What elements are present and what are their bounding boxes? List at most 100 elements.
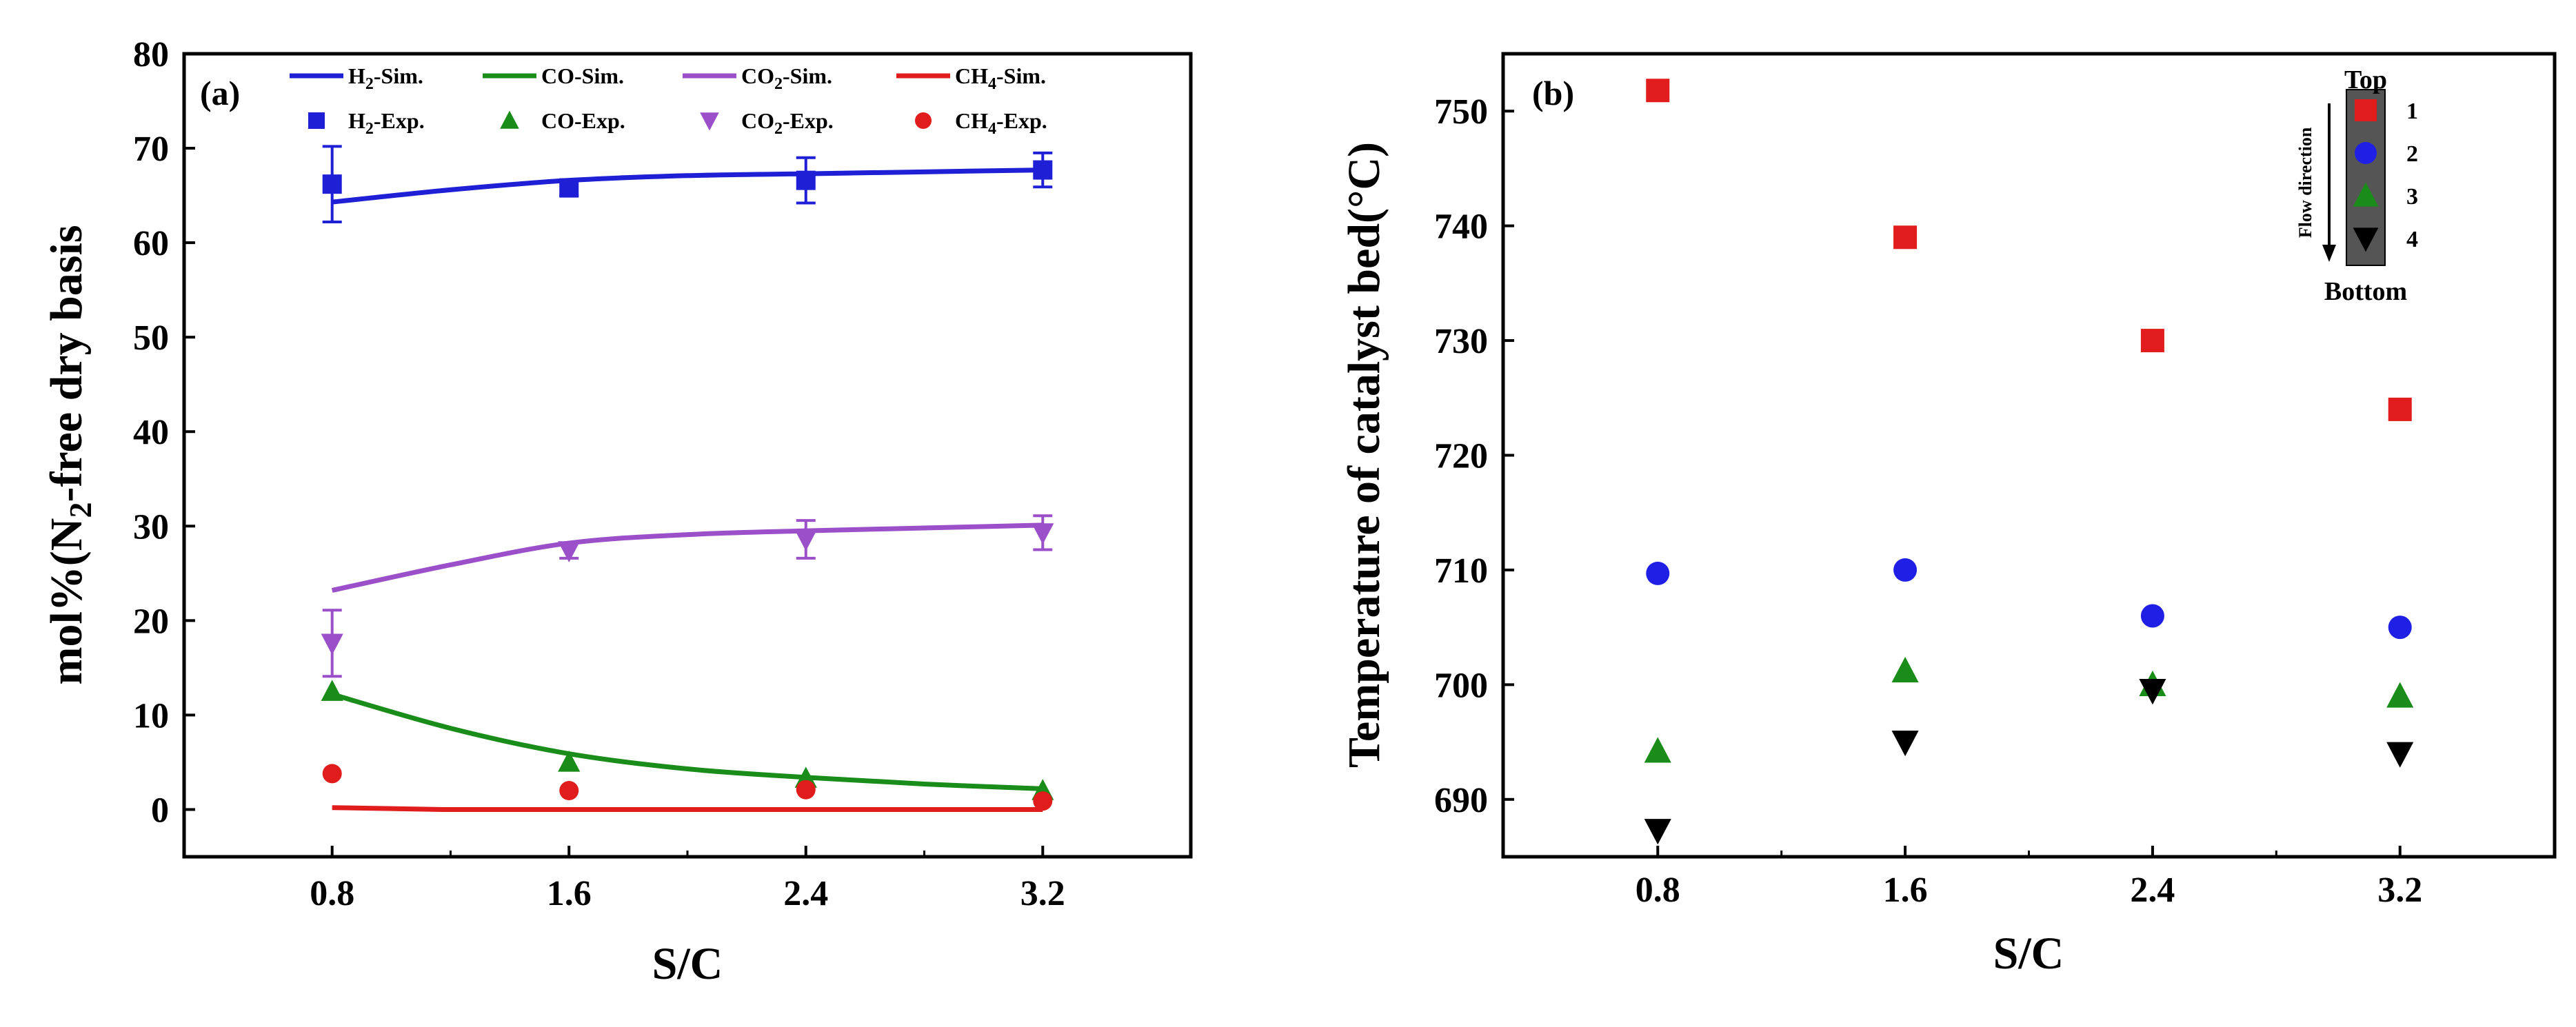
b-point-series-4 <box>2139 679 2166 705</box>
b-point-series-3 <box>1644 737 1671 763</box>
legend-marker-ch4-exp <box>915 112 932 129</box>
legend-label-co2-exp-part: 2 <box>774 120 783 138</box>
panel-b-ylabel: Temperature of catalyst bed(°C) <box>1339 142 1389 768</box>
b-legend-label-2: 2 <box>2406 141 2418 167</box>
a-point-h2-exp <box>322 174 342 194</box>
b-point-series-2 <box>1893 558 1918 582</box>
legend-label-co2-exp-part: -Exp. <box>783 108 834 133</box>
legend-label-h2-exp-part: -Exp. <box>374 108 425 133</box>
a-point-co2-exp <box>794 529 817 551</box>
a-line-ch4-sim <box>332 805 1043 813</box>
ylabel-subscript: 2 <box>63 502 98 518</box>
b-ytick-label: 750 <box>1434 92 1488 132</box>
panel-b-chart: 690 700 710 720 730 740 750 0.8 1.6 2.4 3.2 (b) S/… <box>1339 52 2557 979</box>
b-point-series-2 <box>1646 561 1670 585</box>
b-legend-label-1: 1 <box>2406 99 2418 124</box>
b-ytick-label: 730 <box>1434 322 1488 361</box>
b-legend-marker-4 <box>2353 227 2379 252</box>
a-point-co-exp <box>558 751 581 772</box>
panel-a-label: (a) <box>200 74 240 112</box>
ylabel-part-1: mol%(N <box>41 518 92 685</box>
legend-label-h2-exp-part: 2 <box>365 120 374 138</box>
b-xtick-label: 2.4 <box>2130 871 2175 910</box>
a-point-ch4-exp <box>559 781 579 801</box>
a-line-co2-sim <box>331 522 1043 593</box>
a-ytick-label: 70 <box>133 130 169 169</box>
inset-top-label: Top <box>2344 65 2387 94</box>
panel-a-chart: 0 10 20 30 40 50 60 70 80 0.8 1.6 2.4 3.2 (a) S/C mo… <box>41 35 1193 989</box>
legend-label-h2-sim-part: 2 <box>365 75 374 93</box>
b-point-series-3 <box>1891 656 1919 683</box>
b-legend-marker-3 <box>2353 182 2379 207</box>
legend-label-co2-sim-part: CO <box>741 63 774 88</box>
panel-b-label: (b) <box>1532 74 1574 112</box>
a-point-ch4-exp <box>796 780 816 800</box>
legend-label-h2-sim: H2-Sim. <box>348 63 423 93</box>
b-point-series-1 <box>1646 79 1670 103</box>
a-point-h2-exp <box>559 178 579 198</box>
b-point-series-4 <box>1644 819 1671 845</box>
panel-a-ylabel: mol%(N2-free dry basis <box>41 225 98 684</box>
legend-label-ch4-exp-part: 4 <box>988 120 996 138</box>
a-line-h2-sim <box>332 167 1043 205</box>
b-point-series-1 <box>2388 397 2412 421</box>
legend-label-co-exp: CO-Exp. <box>541 108 625 133</box>
a-point-co2-exp <box>1032 523 1054 545</box>
b-point-series-2 <box>2140 604 2164 628</box>
b-point-series-4 <box>1891 730 1919 757</box>
legend-label-h2-exp: H2-Exp. <box>348 108 425 138</box>
b-legend-marker-2 <box>2355 142 2377 164</box>
legend-label-co-exp-part: CO-Exp. <box>541 108 625 133</box>
a-point-h2-exp <box>1033 160 1053 180</box>
legend-label-ch4-sim-part: 4 <box>988 75 996 93</box>
legend-label-h2-sim-part: -Sim. <box>374 63 423 88</box>
b-point-series-1 <box>1893 225 1918 250</box>
a-ytick-label: 30 <box>133 507 169 547</box>
legend-label-ch4-sim-part: -Sim. <box>996 63 1046 88</box>
legend-label-co-sim: CO-Sim. <box>541 63 624 88</box>
panel-a-legend: H2-Sim. CO-Sim. CO2-Sim. CH4-Sim.H2-Exp. CO-… <box>290 63 1047 138</box>
flow-direction-label: Flow direction <box>2295 127 2315 238</box>
a-ytick-label: 50 <box>133 318 169 358</box>
b-legend-label-3: 3 <box>2406 184 2418 210</box>
inset-bottom-label: Bottom <box>2324 277 2407 306</box>
b-legend-label-4: 4 <box>2406 227 2418 252</box>
a-xtick-label: 2.4 <box>783 874 828 913</box>
legend-label-ch4-exp-part: CH <box>955 108 988 133</box>
legend-label-co2-exp-part: CO <box>741 108 774 133</box>
legend-label-ch4-exp: CH4-Exp. <box>955 108 1047 138</box>
legend-label-ch4-sim-part: CH <box>955 63 988 88</box>
panel-b-xlabel: S/C <box>1993 928 2064 979</box>
a-point-ch4-exp <box>1033 791 1053 811</box>
b-point-series-1 <box>2140 329 2164 353</box>
a-ytick-label: 40 <box>133 413 169 452</box>
a-ytick-label: 80 <box>133 35 169 74</box>
b-ytick-label: 700 <box>1434 666 1488 705</box>
a-ytick-label: 10 <box>133 696 169 735</box>
a-ytick-label: 60 <box>133 224 169 263</box>
a-ytick-label: 0 <box>151 791 169 830</box>
panel-a-xlabel: S/C <box>652 939 723 989</box>
b-point-series-3 <box>2386 682 2414 708</box>
legend-marker-h2-exp <box>308 112 325 129</box>
a-point-co-exp <box>321 680 343 701</box>
ylabel-part-2: -free dry basis <box>41 225 92 502</box>
legend-marker-co-exp <box>500 110 519 129</box>
panel-b-legend: Top Bottom Flow direction 1 2 3 4 <box>2295 65 2418 306</box>
legend-label-ch4-sim: CH4-Sim. <box>955 63 1046 93</box>
b-point-series-4 <box>2386 742 2414 768</box>
b-ytick-label: 690 <box>1434 781 1488 820</box>
a-line-co-sim <box>331 691 1043 791</box>
a-xtick-label: 0.8 <box>310 874 354 913</box>
b-ytick-label: 720 <box>1434 437 1488 476</box>
b-xtick-label: 1.6 <box>1883 871 1928 910</box>
b-ytick-label: 740 <box>1434 207 1488 247</box>
legend-marker-co2-exp <box>700 112 719 131</box>
a-xtick-label: 3.2 <box>1020 874 1065 913</box>
flow-arrow-head <box>2322 245 2336 262</box>
panel-b-plot-frame <box>1501 52 2557 859</box>
legend-label-co2-sim: CO2-Sim. <box>741 63 832 93</box>
b-xtick-label: 0.8 <box>1636 871 1680 910</box>
a-ytick-label: 20 <box>133 602 169 641</box>
